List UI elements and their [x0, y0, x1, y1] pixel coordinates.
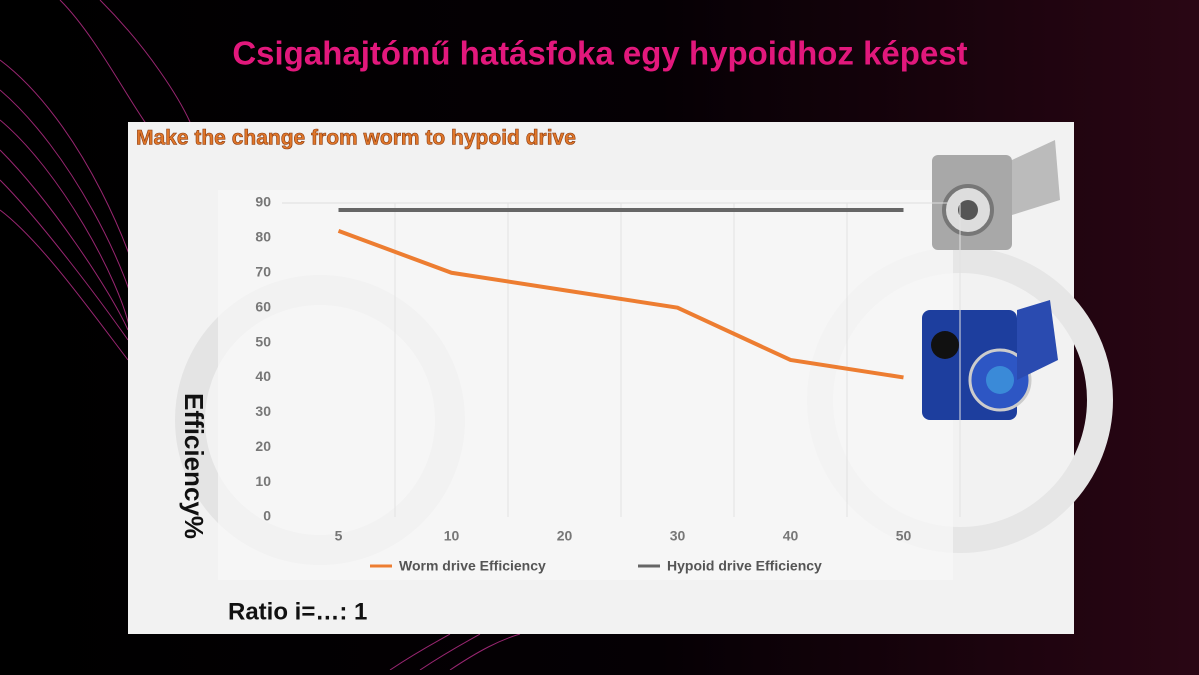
x-axis-label: Ratio i=…: 1 [228, 598, 367, 625]
y-tick-label: 60 [255, 298, 271, 314]
y-axis-label: Efficiency% [179, 393, 209, 539]
y-tick-label: 80 [255, 229, 271, 245]
chart-title: Make the change from worm to hypoid driv… [136, 127, 576, 150]
y-tick-label: 10 [255, 473, 271, 489]
legend-label: Hypoid drive Efficiency [667, 558, 822, 574]
x-tick-label: 20 [557, 528, 573, 544]
slide-title: Csigahajtómű hatásfoka egy hypoidhoz kép… [232, 35, 967, 72]
plot-area [218, 190, 953, 580]
legend-label: Worm drive Efficiency [399, 558, 546, 574]
series-line [337, 229, 904, 380]
x-tick-label: 40 [783, 528, 799, 544]
y-tick-label: 70 [255, 263, 271, 279]
y-tick-label: 40 [255, 368, 271, 384]
x-tick-label: 10 [444, 528, 460, 544]
x-tick-label: 30 [670, 528, 686, 544]
y-tick-label: 50 [255, 333, 271, 349]
y-tick-label: 90 [255, 194, 271, 210]
x-tick-label: 5 [335, 528, 343, 544]
y-tick-label: 20 [255, 438, 271, 454]
plot: 0 10 20 30 40 50 60 70 80 90 5 10 20 30 40 50 Worm drive… [255, 194, 961, 574]
y-tick-label: 0 [263, 508, 271, 524]
x-tick-label: 50 [896, 528, 912, 544]
gearbox-silver [932, 140, 1060, 250]
y-tick-label: 30 [255, 403, 271, 419]
gearbox-blue [922, 300, 1058, 420]
